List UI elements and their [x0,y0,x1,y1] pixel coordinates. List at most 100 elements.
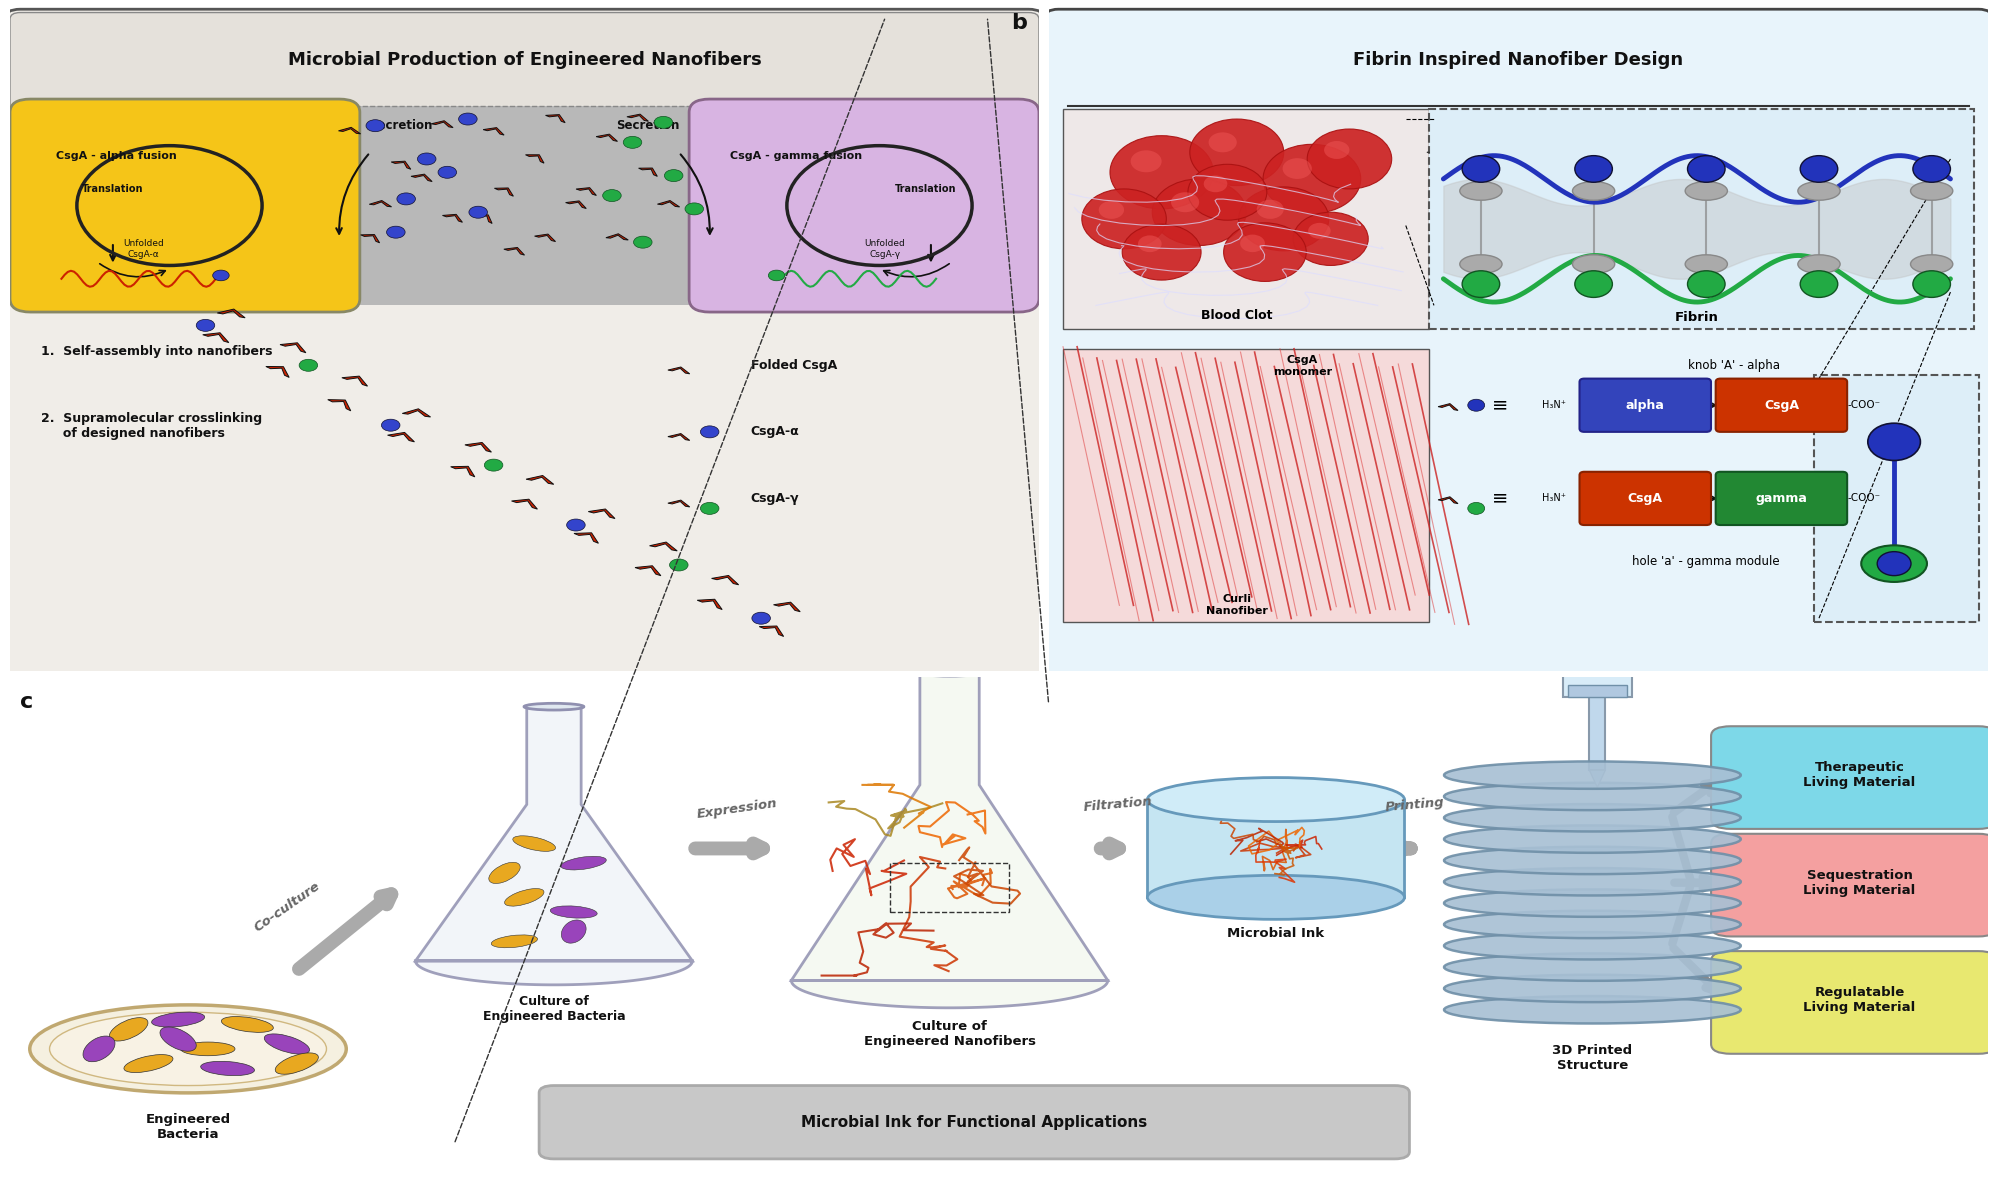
Ellipse shape [1572,254,1614,273]
Ellipse shape [1798,181,1840,200]
Text: Engineered
Bacteria: Engineered Bacteria [146,1113,230,1141]
Circle shape [669,560,687,571]
Ellipse shape [1147,875,1405,919]
FancyBboxPatch shape [1710,726,1998,829]
Circle shape [1469,399,1485,411]
Circle shape [212,270,230,280]
Polygon shape [657,200,679,207]
Circle shape [1307,130,1393,188]
Circle shape [1081,188,1167,249]
Polygon shape [218,309,246,318]
Text: Curli
Nanofiber: Curli Nanofiber [1207,594,1267,616]
Circle shape [1257,200,1283,219]
Bar [1147,800,1405,898]
Polygon shape [388,432,414,442]
Circle shape [1868,423,1920,461]
FancyBboxPatch shape [539,1086,1409,1159]
Circle shape [1209,132,1237,152]
Polygon shape [773,602,801,611]
Text: c: c [20,691,34,712]
Circle shape [567,519,585,531]
Circle shape [769,270,785,280]
Circle shape [300,359,318,371]
Text: gamma: gamma [1756,492,1808,505]
Circle shape [701,426,719,438]
Circle shape [1574,271,1612,297]
FancyBboxPatch shape [1814,376,1978,622]
Polygon shape [1590,770,1604,787]
Ellipse shape [523,703,583,710]
Ellipse shape [1684,181,1728,200]
Polygon shape [627,114,647,121]
Text: Regulatable
Living Material: Regulatable Living Material [1804,986,1916,1014]
Polygon shape [637,167,659,176]
Circle shape [1171,192,1199,212]
Text: CsgA-α: CsgA-α [751,425,799,438]
Ellipse shape [492,935,537,948]
Polygon shape [569,200,583,211]
Polygon shape [511,499,537,509]
Circle shape [1574,155,1612,183]
Text: H₃N⁺: H₃N⁺ [1542,494,1566,503]
Ellipse shape [1461,254,1502,273]
Text: Microbial Production of Engineered Nanofibers: Microbial Production of Engineered Nanof… [288,52,761,70]
Text: Secretion: Secretion [370,119,434,132]
Ellipse shape [1445,761,1740,789]
Circle shape [653,117,673,128]
Polygon shape [667,501,689,507]
FancyBboxPatch shape [1063,349,1429,622]
Ellipse shape [1910,254,1952,273]
Ellipse shape [1798,254,1840,273]
Polygon shape [667,368,689,373]
Circle shape [382,419,400,431]
Text: Sequestration
Living Material: Sequestration Living Material [1804,868,1916,896]
Circle shape [1189,164,1267,220]
Polygon shape [474,214,494,223]
Bar [1568,684,1626,697]
Circle shape [1263,145,1361,213]
Ellipse shape [222,1017,274,1032]
Polygon shape [412,174,432,181]
Bar [1562,623,1632,697]
Text: Unfolded
CsgA-α: Unfolded CsgA-α [124,239,164,258]
Text: Filtration: Filtration [1083,795,1153,814]
Polygon shape [667,434,689,441]
Ellipse shape [1445,805,1740,832]
Polygon shape [607,234,627,241]
Circle shape [386,226,406,238]
Text: CsgA-γ: CsgA-γ [751,492,799,505]
Ellipse shape [549,906,597,918]
Circle shape [1139,236,1161,252]
Circle shape [1111,135,1213,209]
FancyBboxPatch shape [1063,110,1429,329]
Polygon shape [360,234,380,241]
FancyBboxPatch shape [4,9,1045,675]
FancyBboxPatch shape [1716,378,1846,432]
Polygon shape [791,673,1107,1008]
Polygon shape [280,343,306,352]
Ellipse shape [1147,777,1405,821]
Text: 3D Printed
Structure: 3D Printed Structure [1552,1044,1632,1072]
Ellipse shape [124,1054,174,1072]
Polygon shape [697,600,721,609]
Text: CsgA
monomer: CsgA monomer [1273,356,1333,377]
FancyBboxPatch shape [10,13,1039,112]
Circle shape [1800,271,1838,297]
Text: Microbial Ink for Functional Applications: Microbial Ink for Functional Application… [801,1114,1147,1130]
Text: Blood Clot: Blood Clot [1201,309,1273,322]
Ellipse shape [1445,911,1740,938]
FancyBboxPatch shape [689,99,1039,312]
Polygon shape [466,443,492,452]
Text: Translation: Translation [895,184,957,194]
FancyBboxPatch shape [1710,834,1998,937]
Polygon shape [1439,404,1459,410]
Text: 2.  Supramolecular crosslinking
     of designed nanofibers: 2. Supramolecular crosslinking of design… [40,412,262,439]
Circle shape [1912,271,1950,297]
Ellipse shape [264,1034,310,1054]
FancyBboxPatch shape [1580,471,1710,525]
Bar [20,106,1029,305]
Text: CsgA: CsgA [1628,492,1662,505]
Ellipse shape [1572,181,1614,200]
Ellipse shape [50,1012,326,1086]
Polygon shape [503,247,523,256]
